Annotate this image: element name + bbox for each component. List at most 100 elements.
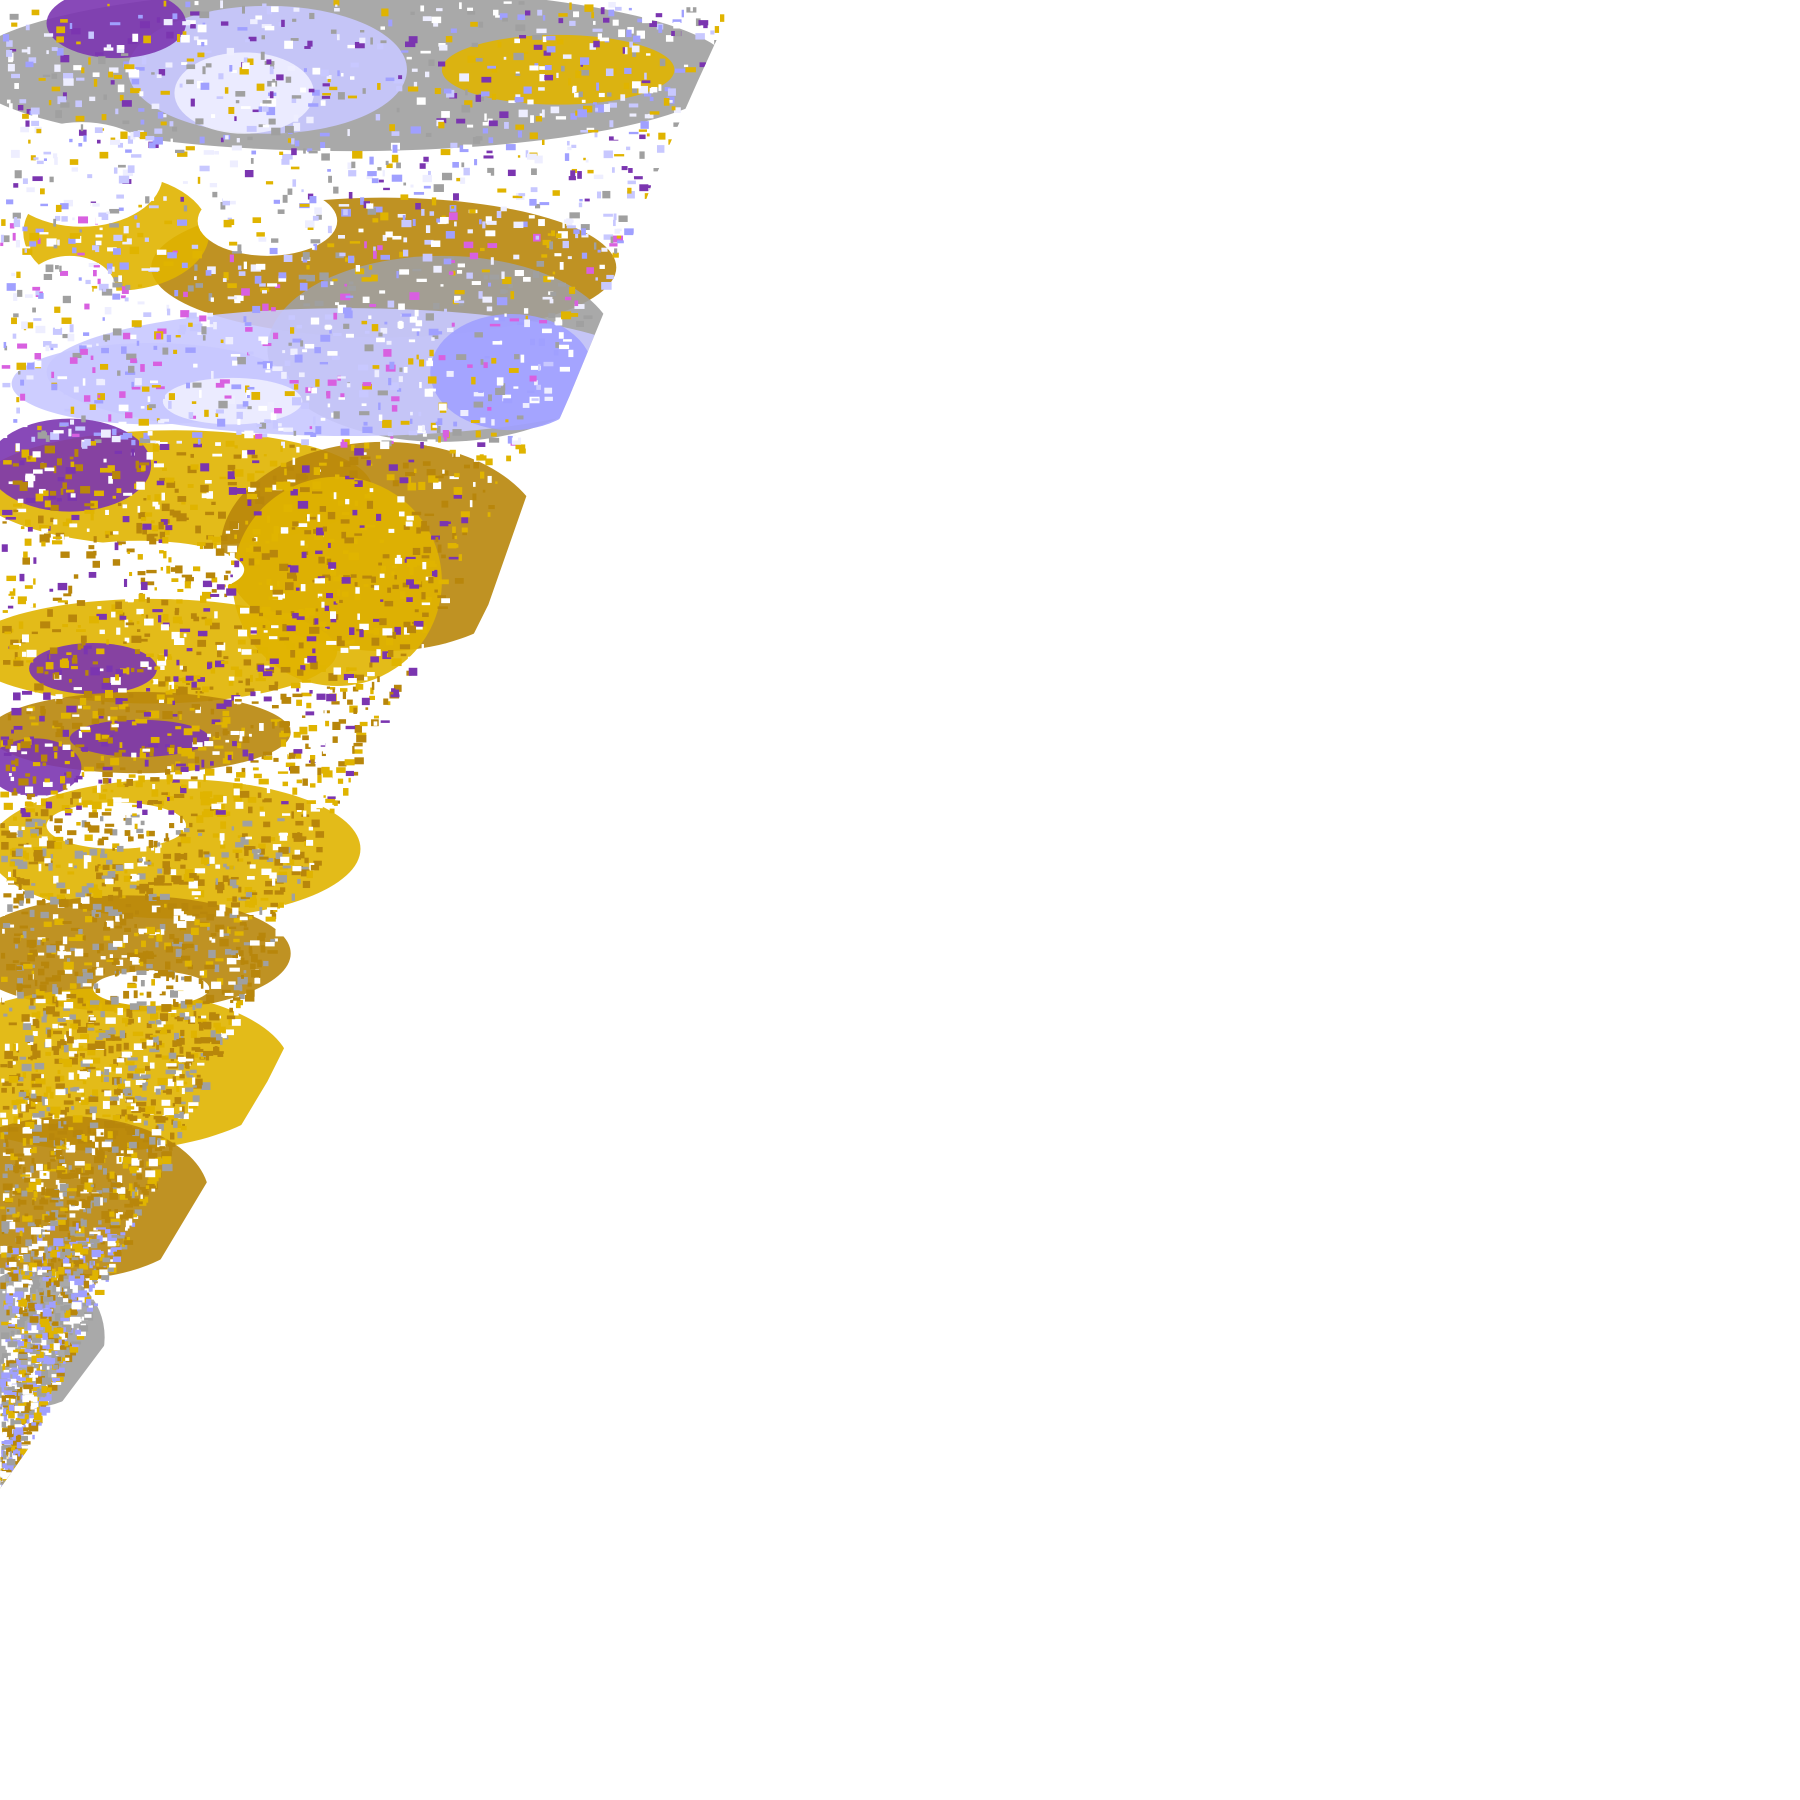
cloud-pixel [306,839,314,846]
cloud-pixel [12,212,21,219]
cloud-pixel [433,184,444,192]
cloud-pixel [577,171,582,179]
cloud-pixel [0,1498,9,1505]
cloud-pixel [464,148,469,157]
cloud-pixel [41,541,46,547]
cloud-pixel [81,67,85,74]
cloud-pixel [108,909,119,916]
cloud-pixel [139,462,150,466]
cloud-pixel [603,103,611,112]
cloud-pixel [242,62,250,70]
cloud-pixel [211,370,214,379]
cloud-pixel [317,774,322,783]
cloud-pixel [95,1141,99,1150]
cloud-pixel [0,1499,5,1503]
cloud-pixel [241,975,244,979]
cloud-pixel [42,762,47,766]
cloud-pixel [482,121,489,126]
cloud-pixel [125,1209,134,1215]
cloud-pixel [30,927,35,931]
cloud-pixel [475,94,482,102]
cloud-pixel [113,167,118,174]
cloud-pixel [31,818,42,823]
cloud-pixel [20,126,30,133]
cloud-pixel [194,756,200,764]
cloud-pixel [3,1300,7,1307]
cloud-pixel [75,934,85,942]
cloud-pixel [505,144,516,151]
cloud-pixel [222,728,228,736]
cloud-pixel [215,731,219,739]
cloud-pixel [115,1151,124,1156]
cloud-pixel [342,691,347,700]
cloud-pixel [45,264,54,273]
cloud-pixel [313,860,322,866]
cloud-pixel [208,798,215,805]
cloud-pixel [477,442,486,447]
cloud-pixel [49,1091,54,1099]
cloud-pixel [176,513,187,522]
cloud-pixel [32,286,41,291]
cloud-pixel [131,78,140,85]
cloud-pixel [429,349,434,357]
cloud-pixel [131,752,137,758]
cloud-pixel [173,908,184,916]
cloud-pixel [329,808,335,814]
cloud-pixel [25,1121,35,1129]
cloud-pixel [266,653,270,661]
cloud-pixel [10,149,20,158]
cloud-pixel [25,821,35,828]
cloud-pixel [160,121,167,126]
cloud-pixel [206,356,211,364]
cloud-pixel [113,814,124,823]
cloud-pixel [78,730,83,738]
cloud-pixel [18,371,21,375]
cloud-pixel [260,102,267,106]
cloud-pixel [405,472,416,476]
cloud-pixel [124,297,129,302]
cloud-pixel [126,778,134,786]
cloud-pixel [26,455,37,462]
cloud-pixel [64,1269,71,1274]
cloud-pixel [25,892,29,896]
cloud-pixel [30,1101,36,1107]
cloud-pixel [542,239,551,246]
cloud-pixel [229,865,234,870]
cloud-pixel [33,193,38,202]
cloud-pixel [401,220,412,228]
cloud-pixel [100,1011,105,1018]
cloud-pixel [658,84,662,91]
cloud-pixel [327,746,335,752]
cloud-pixel [125,593,134,602]
cloud-pixel [176,1039,182,1047]
cloud-pixel [454,290,465,295]
cloud-pixel [388,464,398,471]
cloud-pixel [400,515,406,521]
cloud-pixel [222,197,229,201]
cloud-pixel [171,631,180,640]
cloud-pixel [79,1053,85,1058]
cloud-pixel [352,150,363,159]
cloud-pixel [291,811,294,819]
cloud-pixel [695,33,705,40]
cloud-pixel [63,73,74,81]
cloud-pixel [314,759,322,763]
cloud-pixel [306,870,313,879]
cloud-pixel [59,1183,69,1192]
cloud-pixel [195,765,200,772]
cloud-pixel [148,840,154,848]
cloud-pixel [502,276,512,285]
cloud-pixel [42,1099,47,1106]
cloud-pixel [78,1297,85,1303]
cloud-pixel [12,1384,20,1389]
cloud-pixel [42,1272,52,1276]
cloud-pixel [64,1288,68,1292]
cloud-pixel [34,1062,45,1070]
cloud-pixel [296,688,300,692]
cloud-pixel [344,640,352,645]
cloud-pixel [239,986,243,992]
cloud-pixel [35,1334,45,1340]
cloud-pixel [213,810,217,814]
cloud-pixel [631,81,641,89]
cloud-pixel [321,153,330,161]
